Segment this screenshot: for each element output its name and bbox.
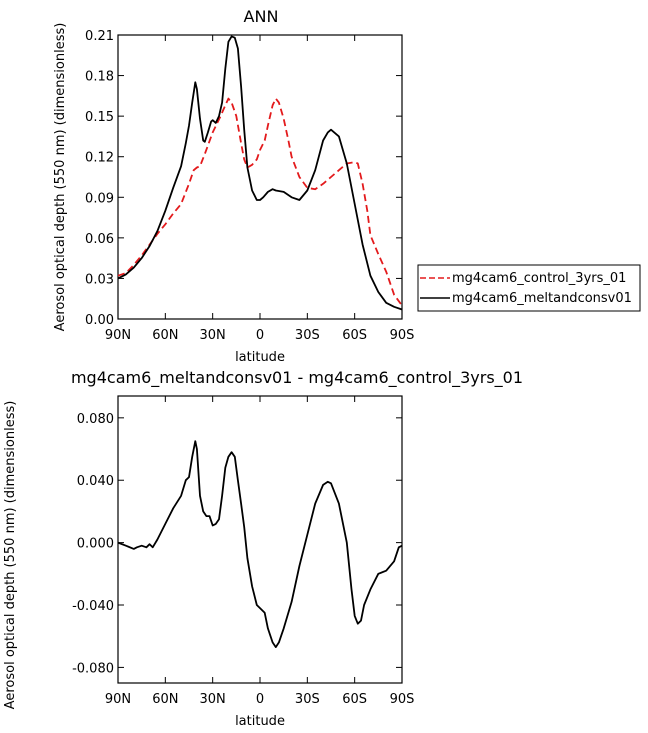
y-tick-label: 0.000	[77, 537, 114, 552]
top-chart: ANN 0.00 0.03 0.06 0.09 0.12 0.15 0.18 0.21 90N…	[53, 7, 641, 365]
y-tick-label: 0.09	[85, 191, 114, 206]
bottom-chart: mg4cam6_meltandconsv01 - mg4cam6_control…	[3, 368, 523, 729]
x-tick-label: 90N	[105, 328, 131, 343]
x-tick-label: 60N	[152, 692, 178, 707]
y-tick-label: 0.00	[85, 313, 114, 328]
y-tick-label: -0.080	[72, 661, 114, 676]
x-tick-label: 60N	[152, 328, 178, 343]
bottom-x-axis: 90N 60N 30N 0 30S 60S 90S	[105, 396, 415, 707]
series-line-0	[117, 440, 403, 648]
x-tick-label: 90S	[390, 692, 415, 707]
top-series-group	[117, 35, 403, 311]
top-chart-frame	[117, 34, 403, 320]
y-tick-label: 0.18	[85, 70, 114, 85]
y-tick-label: 0.21	[85, 29, 114, 44]
y-tick-label: 0.03	[85, 272, 114, 287]
top-x-axis: 90N 60N 30N 0 30S 60S 90S	[105, 35, 415, 343]
x-tick-label: 90S	[390, 328, 415, 343]
x-tick-label: 60S	[342, 328, 367, 343]
bottom-chart-frame	[117, 395, 403, 684]
y-tick-label: -0.040	[72, 599, 114, 614]
legend-box	[417, 264, 641, 312]
y-tick-label: 0.080	[77, 412, 114, 427]
x-tick-label: 30N	[200, 692, 226, 707]
legend-label-melt: mg4cam6_meltandconsv01	[452, 291, 632, 306]
x-tick-label: 30N	[200, 328, 226, 343]
bottom-chart-title: mg4cam6_meltandconsv01 - mg4cam6_control…	[71, 368, 523, 388]
series-line-0	[117, 97, 403, 307]
bottom-y-axis: 0.080 0.040 0.000 -0.040 -0.080	[72, 412, 402, 676]
bottom-y-axis-label: Aerosol optical depth (550 nm) (dimensio…	[3, 401, 18, 710]
top-chart-title: ANN	[244, 7, 279, 26]
top-x-axis-label: latitude	[235, 350, 285, 365]
legend-label-control: mg4cam6_control_3yrs_01	[452, 271, 626, 286]
bottom-series-group	[117, 440, 403, 648]
x-tick-label: 30S	[295, 692, 320, 707]
y-tick-label: 0.040	[77, 474, 114, 489]
x-tick-label: 0	[256, 692, 264, 707]
y-tick-label: 0.12	[85, 151, 114, 166]
y-tick-label: 0.06	[85, 232, 114, 247]
x-tick-label: 0	[256, 328, 264, 343]
series-line-1	[117, 35, 403, 311]
top-y-axis: 0.00 0.03 0.06 0.09 0.12 0.15 0.18 0.21	[85, 29, 402, 328]
y-tick-label: 0.15	[85, 110, 114, 125]
x-tick-label: 90N	[105, 692, 131, 707]
x-tick-label: 30S	[295, 328, 320, 343]
top-y-axis-label: Aerosol optical depth (550 nm) (dimensio…	[53, 23, 68, 332]
x-tick-label: 60S	[342, 692, 367, 707]
legend: mg4cam6_control_3yrs_01 mg4cam6_meltandc…	[417, 264, 641, 312]
bottom-x-axis-label: latitude	[235, 714, 285, 729]
